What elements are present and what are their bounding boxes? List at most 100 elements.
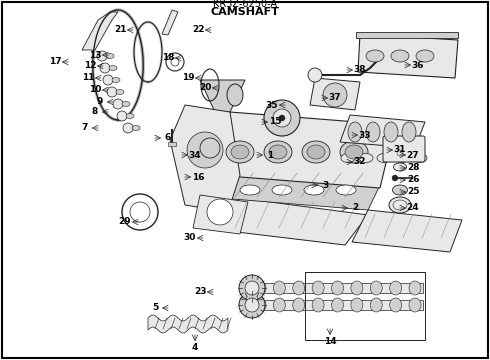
Ellipse shape — [345, 145, 363, 159]
Bar — [248, 300, 423, 310]
Text: 16: 16 — [192, 172, 204, 181]
Ellipse shape — [348, 122, 362, 142]
Circle shape — [239, 275, 265, 301]
Ellipse shape — [109, 66, 117, 71]
Ellipse shape — [409, 281, 421, 295]
Ellipse shape — [106, 54, 114, 58]
Text: 13: 13 — [89, 50, 101, 59]
Circle shape — [308, 68, 322, 82]
Ellipse shape — [409, 298, 421, 312]
Text: 6: 6 — [165, 134, 171, 143]
Ellipse shape — [389, 197, 411, 213]
Text: 9: 9 — [97, 98, 103, 107]
Bar — [356, 32, 458, 38]
Text: 34: 34 — [189, 150, 201, 159]
Ellipse shape — [332, 298, 343, 312]
Bar — [168, 142, 176, 146]
Text: 22: 22 — [192, 26, 204, 35]
Text: 33: 33 — [359, 130, 371, 139]
Text: 26: 26 — [407, 175, 419, 184]
Circle shape — [123, 123, 133, 133]
Bar — [305, 272, 425, 340]
Ellipse shape — [366, 122, 380, 142]
FancyBboxPatch shape — [383, 136, 425, 162]
Polygon shape — [170, 105, 240, 212]
Ellipse shape — [240, 185, 260, 195]
Circle shape — [239, 292, 265, 318]
Circle shape — [245, 281, 259, 295]
Text: 38: 38 — [354, 66, 366, 75]
Text: 19: 19 — [182, 73, 195, 82]
Ellipse shape — [390, 298, 402, 312]
Ellipse shape — [302, 141, 330, 163]
Ellipse shape — [370, 298, 382, 312]
Text: 8: 8 — [92, 108, 98, 117]
Ellipse shape — [304, 185, 324, 195]
Polygon shape — [340, 115, 425, 148]
Ellipse shape — [416, 50, 434, 62]
Ellipse shape — [351, 281, 363, 295]
Ellipse shape — [132, 126, 140, 130]
Polygon shape — [162, 10, 178, 35]
Polygon shape — [220, 198, 368, 245]
Ellipse shape — [227, 84, 243, 106]
Ellipse shape — [273, 298, 285, 312]
Polygon shape — [220, 172, 380, 210]
Text: CAMSHAFT: CAMSHAFT — [211, 7, 279, 17]
Ellipse shape — [359, 153, 373, 162]
Bar — [248, 283, 423, 293]
Text: 35: 35 — [266, 100, 278, 109]
Text: 5: 5 — [152, 303, 158, 312]
Ellipse shape — [254, 281, 266, 295]
Ellipse shape — [370, 281, 382, 295]
Circle shape — [100, 63, 110, 73]
Text: 37: 37 — [329, 94, 342, 103]
Text: 7: 7 — [82, 123, 88, 132]
Polygon shape — [310, 78, 360, 110]
Circle shape — [103, 75, 113, 85]
Text: 12: 12 — [84, 62, 96, 71]
Ellipse shape — [231, 145, 249, 159]
Ellipse shape — [273, 281, 285, 295]
Ellipse shape — [391, 50, 409, 62]
Text: 23: 23 — [194, 288, 206, 297]
Ellipse shape — [264, 141, 292, 163]
Ellipse shape — [395, 146, 405, 160]
Ellipse shape — [272, 185, 292, 195]
Circle shape — [113, 99, 123, 109]
Ellipse shape — [413, 153, 427, 162]
Ellipse shape — [390, 281, 402, 295]
Ellipse shape — [226, 141, 254, 163]
Polygon shape — [352, 210, 462, 252]
Ellipse shape — [332, 281, 343, 295]
Circle shape — [392, 175, 398, 181]
Text: 31: 31 — [394, 145, 406, 154]
Ellipse shape — [340, 141, 368, 163]
Ellipse shape — [336, 185, 356, 195]
Circle shape — [264, 100, 300, 136]
Polygon shape — [193, 195, 248, 234]
Ellipse shape — [402, 122, 416, 142]
Ellipse shape — [384, 122, 398, 142]
Text: 29: 29 — [119, 217, 131, 226]
Text: 25: 25 — [407, 188, 419, 197]
Circle shape — [207, 199, 233, 225]
Ellipse shape — [269, 145, 287, 159]
Text: 21: 21 — [114, 26, 126, 35]
Text: 30: 30 — [184, 234, 196, 243]
Circle shape — [187, 132, 223, 168]
Text: 28: 28 — [407, 163, 419, 172]
Ellipse shape — [312, 298, 324, 312]
Text: 18: 18 — [162, 54, 174, 63]
Text: KR3Z-6250-A: KR3Z-6250-A — [213, 0, 277, 9]
Circle shape — [117, 111, 127, 121]
Circle shape — [107, 87, 117, 97]
Text: 14: 14 — [324, 338, 336, 346]
Text: 11: 11 — [82, 73, 94, 82]
Ellipse shape — [126, 113, 134, 118]
Text: 32: 32 — [354, 158, 366, 166]
Polygon shape — [200, 80, 245, 112]
Ellipse shape — [293, 281, 305, 295]
Ellipse shape — [293, 298, 305, 312]
Polygon shape — [82, 12, 118, 50]
